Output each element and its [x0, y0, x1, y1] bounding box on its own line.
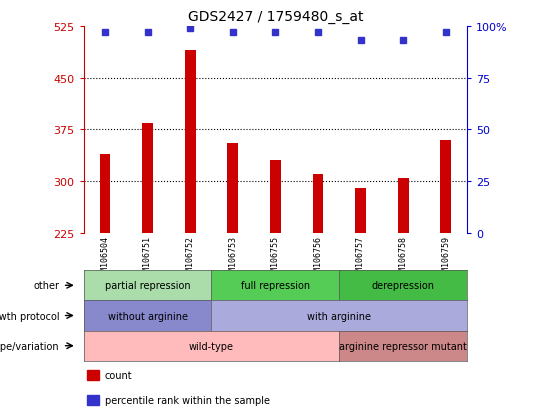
Text: without arginine: without arginine	[107, 311, 187, 321]
Text: GSM106504: GSM106504	[100, 235, 110, 280]
Text: other: other	[33, 280, 59, 291]
Bar	[227, 144, 238, 233]
Text: wild-type: wild-type	[189, 341, 234, 351]
Text: GSM106753: GSM106753	[228, 235, 237, 280]
Bar	[270, 161, 281, 233]
Text: percentile rank within the sample: percentile rank within the sample	[105, 395, 270, 405]
Text: GSM106751: GSM106751	[143, 235, 152, 280]
Bar	[87, 395, 99, 405]
Text: GSM106756: GSM106756	[314, 235, 322, 280]
Text: growth protocol: growth protocol	[0, 311, 59, 321]
Text: GSM106757: GSM106757	[356, 235, 365, 280]
Text: GSM106758: GSM106758	[399, 235, 408, 280]
Bar	[142, 123, 153, 233]
Title: GDS2427 / 1759480_s_at: GDS2427 / 1759480_s_at	[188, 10, 363, 24]
Bar	[441, 140, 451, 233]
Text: genotype/variation: genotype/variation	[0, 341, 59, 351]
Bar	[87, 370, 99, 380]
Text: derepression: derepression	[372, 280, 435, 291]
Text: full repression: full repression	[241, 280, 310, 291]
Text: GSM106755: GSM106755	[271, 235, 280, 280]
Bar	[355, 189, 366, 233]
Text: partial repression: partial repression	[105, 280, 191, 291]
Bar	[100, 154, 110, 233]
Bar	[185, 51, 195, 233]
Text: GSM106759: GSM106759	[441, 235, 450, 280]
Text: count: count	[105, 370, 132, 380]
Bar	[398, 178, 409, 233]
Text: GSM106752: GSM106752	[186, 235, 195, 280]
Text: arginine repressor mutant: arginine repressor mutant	[339, 341, 467, 351]
Text: with arginine: with arginine	[307, 311, 372, 321]
Bar	[313, 175, 323, 233]
